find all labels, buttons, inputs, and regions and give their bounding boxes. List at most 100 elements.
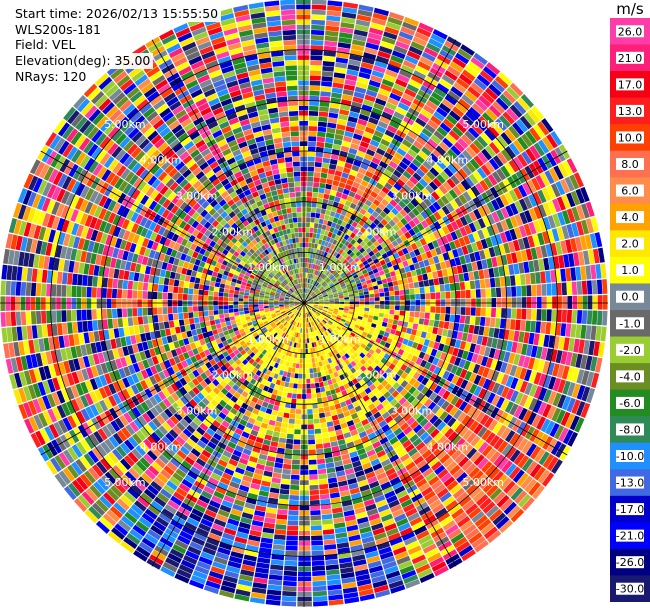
ppi-gate: [307, 202, 312, 207]
ppi-gate: [409, 317, 414, 323]
ppi-gate: [309, 238, 313, 243]
ppi-gate: [415, 312, 420, 318]
ppi-gate: [327, 0, 342, 6]
ppi-gate: [390, 329, 396, 335]
ppi-gate: [485, 279, 491, 288]
ppi-gate: [560, 269, 566, 282]
ppi-gate: [291, 368, 295, 373]
ppi-gate: [280, 489, 290, 495]
ppi-gate: [308, 151, 315, 156]
ppi-gate: [294, 353, 297, 358]
ppi-gate: [298, 70, 309, 75]
ppi-gate: [410, 294, 415, 299]
ppi-gate: [501, 308, 506, 318]
ppi-gate: [445, 284, 450, 291]
ppi-gate: [461, 307, 466, 315]
ppi-gate: [282, 423, 289, 429]
ppi-gate: [298, 65, 309, 70]
ppi-gate: [327, 421, 334, 427]
ppi-gate: [526, 309, 531, 320]
ppi-gate: [390, 305, 395, 309]
ppi-gate: [274, 426, 281, 432]
ppi-gate: [319, 219, 324, 224]
ppi-gate: [329, 301, 334, 303]
ppi-gate: [266, 600, 281, 606]
ppi-gate: [307, 404, 312, 409]
ppi-gate: [365, 305, 370, 308]
ppi-gate: [328, 477, 337, 483]
ppi-gate: [565, 268, 571, 281]
ppi-gate: [310, 378, 314, 383]
ppi-gate: [368, 315, 373, 319]
ppi-gate: [496, 288, 501, 298]
ppi-gate: [274, 463, 283, 469]
ppi-gate: [330, 389, 336, 395]
ppi-gate: [325, 26, 339, 32]
ppi-gate: [277, 514, 288, 520]
ppi-gate: [298, 582, 312, 587]
ppi-gate: [299, 546, 311, 551]
ppi-gate: [526, 285, 531, 296]
ppi-gate: [359, 307, 364, 310]
ppi-gate: [325, 36, 338, 42]
ppi-gate: [273, 468, 282, 474]
ppi-gate: [318, 122, 327, 128]
ppi-gate: [440, 307, 445, 314]
ppi-gate: [578, 296, 583, 309]
ppi-gate: [280, 433, 287, 439]
ppi-gate: [463, 273, 469, 282]
ppi-gate: [299, 536, 310, 541]
ppi-gate: [562, 282, 567, 295]
ppi-gate: [280, 381, 285, 387]
ppi-gate: [326, 133, 335, 139]
ppi-gate: [375, 305, 380, 309]
ppi-gate: [299, 101, 309, 106]
ppi-gate: [417, 275, 423, 282]
ppi-gate: [309, 363, 313, 368]
ppi-gate: [272, 473, 281, 479]
ppi-gate: [298, 81, 309, 86]
ppi-gate: [292, 460, 300, 465]
ppi-gate: [483, 327, 489, 337]
ppi-gate: [300, 490, 309, 495]
ppi-gate: [481, 289, 486, 298]
ppi-gate: [315, 213, 320, 218]
ppi-gate: [474, 325, 480, 334]
ppi-gate: [316, 234, 320, 239]
ppi-gate: [308, 146, 316, 151]
ppi-gate: [318, 408, 324, 413]
ppi-gate: [297, 602, 312, 607]
ppi-gate: [311, 388, 316, 393]
ppi-gate: [470, 281, 476, 290]
ppi-gate: [324, 215, 329, 221]
ppi-gate: [598, 295, 603, 309]
ppi-gate: [300, 348, 303, 353]
ppi-gate: [309, 121, 318, 126]
ppi-gate: [349, 304, 354, 307]
ppi-gate: [326, 128, 335, 134]
ppi-gate: [271, 482, 281, 488]
ppi-gate: [597, 311, 602, 325]
ppi-gate: [508, 330, 514, 341]
ppi-gate: [287, 372, 291, 377]
ppi-gate: [296, 10, 310, 15]
ppi-gate: [496, 298, 501, 307]
ppi-gate: [297, 35, 310, 40]
ppi-gate: [425, 306, 430, 312]
ppi-gate: [562, 296, 567, 309]
ppi-gate: [306, 238, 309, 243]
ppi-gate: [319, 489, 329, 495]
ppi-gate: [399, 290, 404, 295]
ppi-gate: [297, 389, 301, 394]
ppi-gate: [328, 589, 342, 595]
ppi-gate: [435, 292, 440, 299]
ppi-gate: [300, 501, 310, 506]
ppi-gate: [325, 138, 334, 144]
ppi-gate: [409, 283, 414, 289]
ppi-gate: [305, 348, 308, 353]
ppi-gate: [308, 439, 315, 444]
ppi-gate: [318, 469, 327, 475]
ppi-gate: [298, 60, 310, 65]
ppi-gate: [541, 309, 546, 321]
